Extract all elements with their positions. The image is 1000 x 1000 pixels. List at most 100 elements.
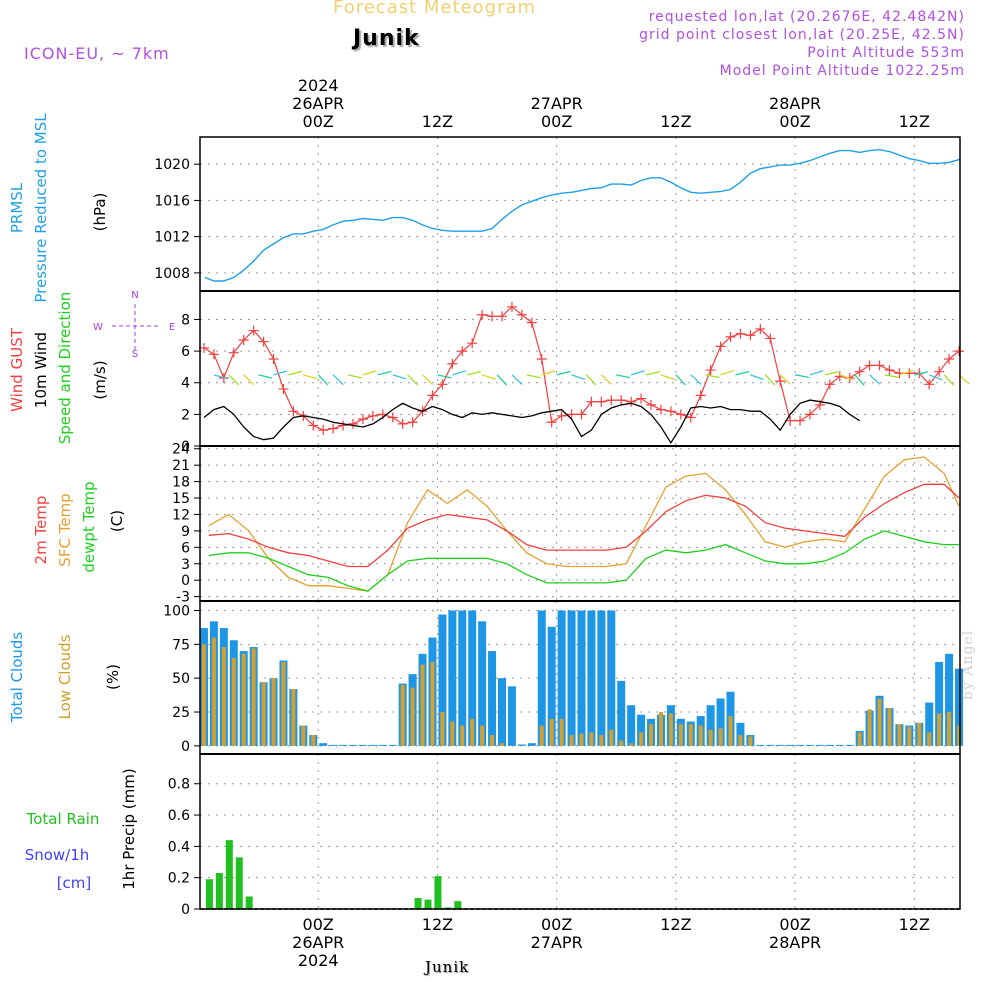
clouds-unit-label: (%) [104,664,122,690]
total-cloud-bar [756,744,765,746]
total-cloud-bar [488,651,497,746]
gust-point [397,418,408,429]
wind-direction-arrow [317,374,329,386]
bottom-date-label: 26APR [292,933,344,952]
model-altitude: Model Point Altitude 1022.25m [719,63,965,79]
total-cloud-bar [835,744,844,746]
gust-point [745,330,756,341]
wind-direction-arrow [899,369,913,376]
total-cloud-bar [537,610,546,746]
wind-direction-arrow [496,374,508,386]
low-cloud-bar [490,735,495,746]
wind-direction-arrow [630,370,645,376]
wind-unit-label: (m/s) [91,360,109,399]
y-tick-label: 18 [172,475,190,491]
gust-point [775,376,786,387]
low-cloud-bar [311,735,316,746]
gust-point [536,354,547,365]
low-cloud-bar [271,678,276,746]
wind-direction-arrow [571,374,586,380]
data-layer [199,150,970,910]
total-cloud-bar [507,686,516,746]
dewpoint-line [208,530,959,592]
gust-point [248,325,259,336]
low-cloud-bar [241,653,246,746]
top-hour-label: 12Z [660,112,691,131]
total-cloud-bar [925,702,934,746]
total-cloud-bar [935,661,944,746]
gust-point [506,301,517,312]
gust-point [804,409,815,420]
wind-direction-arrow [392,374,407,380]
low-cloud-bar [579,733,584,746]
gust-point [725,331,736,342]
total-cloud-bar [378,744,387,746]
total-cloud-bar [339,744,348,746]
total-cloud-bar [358,744,367,746]
wind-direction-arrow [452,370,466,376]
sfc-temp-label: SFC Temp [56,493,74,566]
y-tick-label: 100 [163,603,190,619]
wind-direction-arrow [377,370,392,376]
y-tick-label: 0 [181,902,190,918]
wind-direction-arrow [928,374,943,381]
wind-direction-arrow [332,374,344,386]
total-cloud-bar [517,744,526,746]
low-cloud-bar [708,729,713,746]
wind-direction-arrow [526,374,541,379]
gust-point [944,354,955,365]
wind-direction-arrow [541,370,556,376]
total-cloud-bar [766,744,775,746]
y-tick-label: 2 [181,407,190,423]
prmsl-label: PRMSL [8,182,26,233]
total-cloud-bar [637,714,646,746]
total-cloud-bar [527,743,536,746]
rain-bar [434,876,442,909]
low-cloud-bar [231,657,236,746]
wind-direction-arrow [735,371,750,376]
gust-point [447,358,458,369]
gust-point [497,311,508,322]
gust-point [228,347,239,358]
wind-direction-arrow [914,371,929,376]
low-cloud-bar [957,725,962,746]
low-cloud-bar [718,728,723,746]
gust-point [616,395,627,406]
gust-point [695,390,706,401]
total-cloud-bar [547,626,556,746]
wind-direction-arrow [854,374,865,386]
gust-point [854,366,865,377]
total-cloud-bar [815,744,824,746]
low-cloud-bar [291,689,296,746]
low-cloud-bar [599,735,604,746]
low-cloud-bar [430,661,435,746]
gust-point [278,384,289,395]
low-cloud-bar [589,732,594,746]
wind-direction-arrow [437,374,452,379]
gust-point [338,420,349,431]
total-cloud-bar [617,680,626,746]
wind-direction-arrow [720,370,735,376]
wind-direction-arrow [824,371,839,376]
gust-point [427,390,438,401]
bottom-year-label: 2024 [298,951,339,970]
low-cloud-bar [549,718,554,746]
bottom-hour-label: 12Z [660,915,691,934]
total-cloud-bar [348,744,357,746]
wind-direction-arrow [943,374,955,386]
gust-point [457,346,468,357]
low-cloud-bar [927,732,932,746]
wind-direction-arrow [347,374,362,379]
wind-direction-arrow [481,374,496,380]
gust-point [755,323,766,334]
top-hour-label: 00Z [541,112,572,131]
gust-point [715,341,726,352]
total-cloud-bar [786,744,795,746]
y-tick-label: 1020 [154,157,190,173]
total-cloud-bar [498,678,507,746]
gust-point [437,379,448,390]
total-cloud-bar [478,621,487,746]
compass-south: S [132,349,138,360]
total-cloud-bar [825,744,834,746]
wind-direction-arrow [675,374,686,386]
